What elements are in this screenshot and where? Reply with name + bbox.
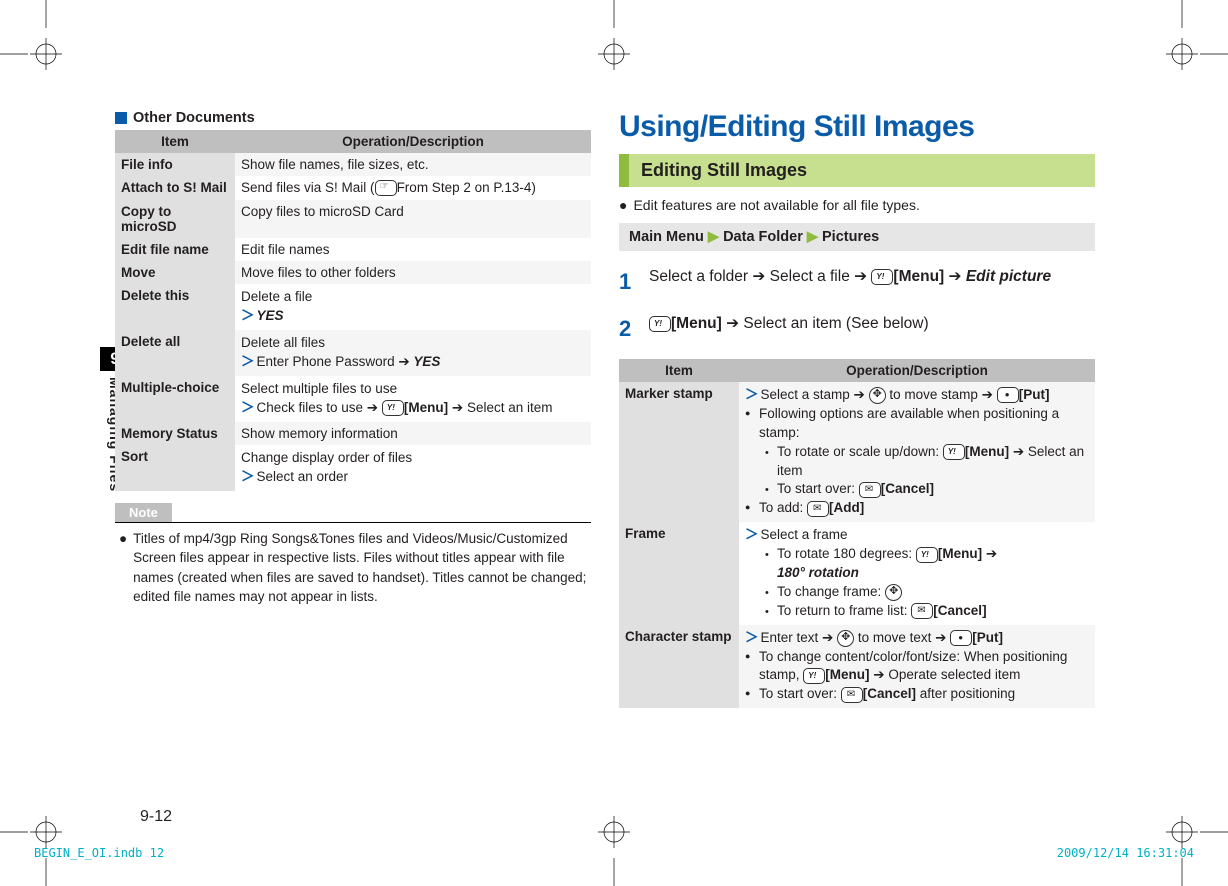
row-item: Delete this xyxy=(115,284,235,330)
row-desc: Delete all files＞Enter Phone Password ➔ … xyxy=(235,330,591,376)
row-item: Frame xyxy=(619,522,739,624)
th-desc: Operation/Description xyxy=(235,130,591,153)
row-item: Edit file name xyxy=(115,238,235,261)
row-item: Move xyxy=(115,261,235,284)
row-desc: Select multiple files to use＞Check files… xyxy=(235,376,591,422)
th-item: Item xyxy=(619,359,739,382)
breadcrumb: Main Menu▶Data Folder▶Pictures xyxy=(619,223,1095,251)
mail-key-icon xyxy=(911,603,933,619)
mail-key-icon xyxy=(841,687,863,703)
page-number: 9-12 xyxy=(140,808,172,826)
row-desc: Change display order of files＞Select an … xyxy=(235,445,591,491)
row-desc: ＞Select a frame To rotate 180 degrees: [… xyxy=(739,522,1095,624)
nav-key-icon xyxy=(869,387,886,404)
pointer-icon xyxy=(375,180,397,196)
mail-key-icon xyxy=(807,501,829,517)
row-item: Multiple-choice xyxy=(115,376,235,422)
row-desc: Send files via S! Mail (From Step 2 on P… xyxy=(235,176,591,200)
y-key-icon xyxy=(943,444,965,460)
row-item: Sort xyxy=(115,445,235,491)
row-desc: Copy files to microSD Card xyxy=(235,200,591,238)
row-desc: Delete a file＞YES xyxy=(235,284,591,330)
th-item: Item xyxy=(115,130,235,153)
row-item: Marker stamp xyxy=(619,382,739,522)
mail-key-icon xyxy=(859,482,881,498)
row-item: Character stamp xyxy=(619,625,739,709)
right-column: Using/Editing Still Images Editing Still… xyxy=(619,110,1095,708)
other-documents-heading: Other Documents xyxy=(115,110,591,126)
y-key-icon xyxy=(871,269,893,285)
row-desc: ＞Enter text ➔ to move text ➔ [Put] To ch… xyxy=(739,625,1095,709)
step-2: 2 [Menu] ➔ Select an item (See below) xyxy=(619,312,1095,345)
y-key-icon xyxy=(382,400,404,416)
row-item: Copy to microSD xyxy=(115,200,235,238)
center-key-icon xyxy=(950,630,972,646)
row-desc: ＞Select a stamp ➔ to move stamp ➔ [Put] … xyxy=(739,382,1095,522)
row-item: File info xyxy=(115,153,235,176)
row-item: Memory Status xyxy=(115,422,235,445)
th-desc: Operation/Description xyxy=(739,359,1095,382)
row-desc: Edit file names xyxy=(235,238,591,261)
row-item: Delete all xyxy=(115,330,235,376)
bullet-icon: ● xyxy=(119,529,127,607)
y-key-icon xyxy=(916,547,938,563)
row-item: Attach to S! Mail xyxy=(115,176,235,200)
body-note: ●Edit features are not available for all… xyxy=(619,197,1095,213)
step-1: 1 Select a folder ➔ Select a file ➔ [Men… xyxy=(619,265,1095,298)
square-bullet-icon xyxy=(115,112,127,124)
note-text: Titles of mp4/3gp Ring Songs&Tones files… xyxy=(133,529,587,607)
row-desc: Show memory information xyxy=(235,422,591,445)
footer-right: 2009/12/14 16:31:04 xyxy=(1057,846,1194,860)
other-documents-table: Item Operation/Description File infoShow… xyxy=(115,130,591,491)
step-number: 2 xyxy=(619,312,635,345)
row-desc: Move files to other folders xyxy=(235,261,591,284)
left-column: Other Documents Item Operation/Descripti… xyxy=(115,110,591,708)
subsection-bar: Editing Still Images xyxy=(619,154,1095,187)
y-key-icon xyxy=(649,316,671,332)
nav-key-icon xyxy=(837,630,854,647)
row-desc: Show file names, file sizes, etc. xyxy=(235,153,591,176)
note-label: Note xyxy=(115,503,172,522)
edit-items-table: Item Operation/Description Marker stamp … xyxy=(619,359,1095,708)
step-number: 1 xyxy=(619,265,635,298)
footer-left: BEGIN_E_OI.indb 12 xyxy=(34,846,164,860)
note-box: Note ● Titles of mp4/3gp Ring Songs&Tone… xyxy=(115,503,591,611)
nav-key-icon xyxy=(885,584,902,601)
center-key-icon xyxy=(997,387,1019,403)
section-title: Using/Editing Still Images xyxy=(619,110,1095,144)
y-key-icon xyxy=(803,668,825,684)
subheading-text: Other Documents xyxy=(133,110,255,126)
